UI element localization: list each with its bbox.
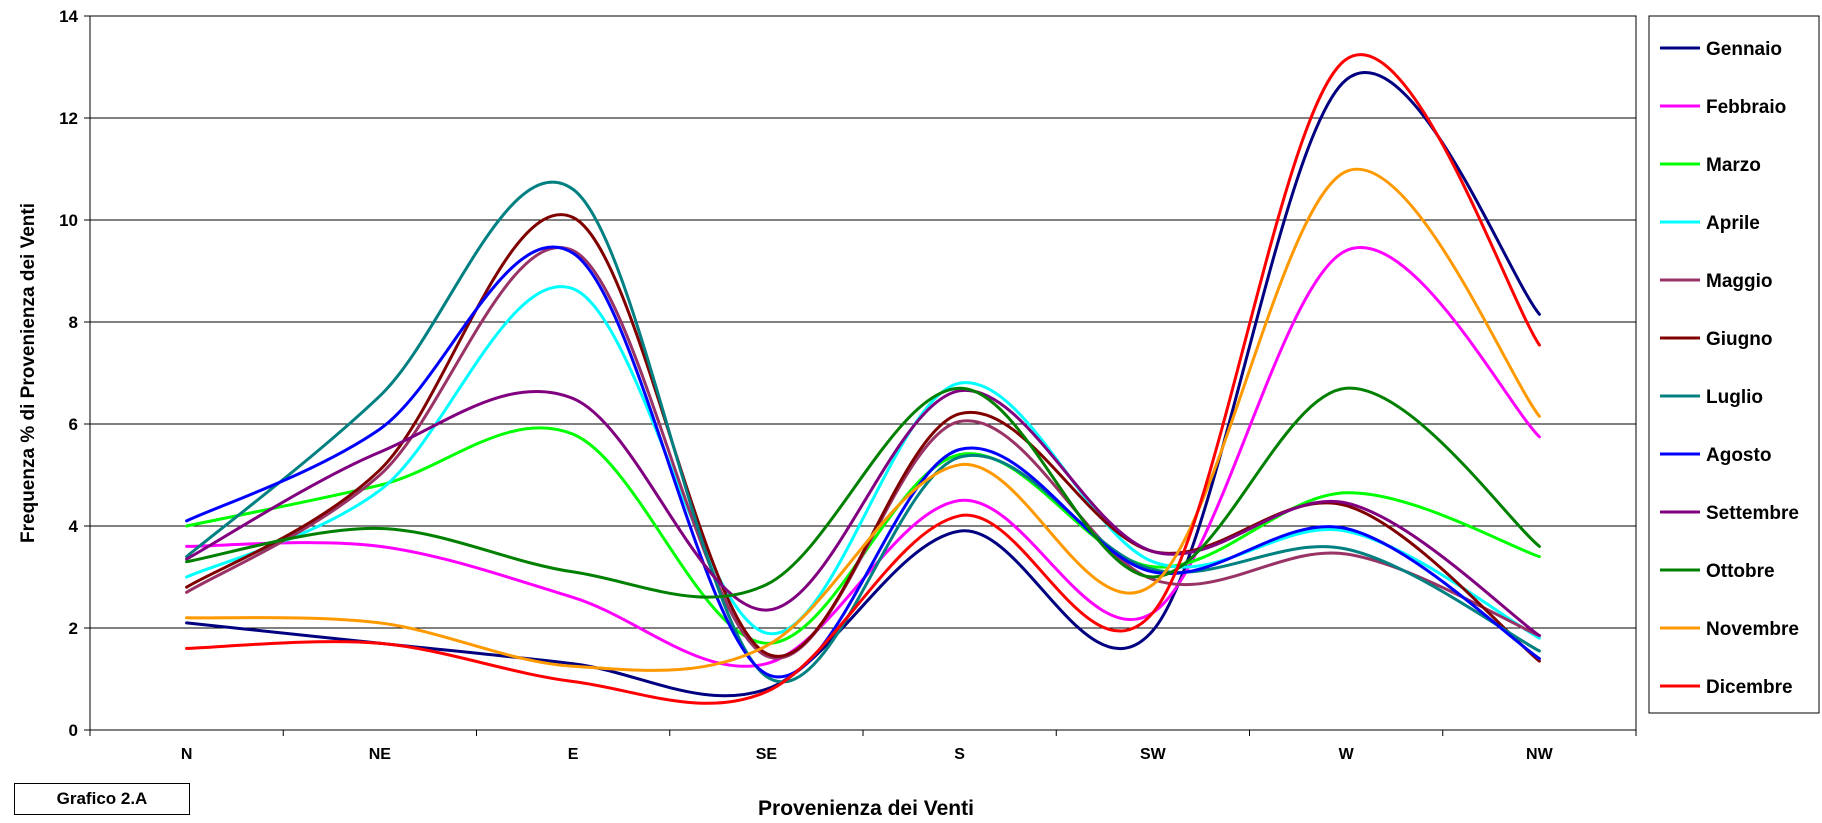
legend-label: Ottobre: [1706, 561, 1775, 582]
legend-label: Gennaio: [1706, 39, 1782, 60]
x-tick-label: W: [1339, 746, 1355, 763]
x-tick-label: SW: [1140, 746, 1167, 763]
series-line-luglio: [185, 180, 1541, 684]
legend-label: Giugno: [1706, 329, 1772, 350]
x-tick-label: SE: [756, 746, 778, 763]
y-tick-label: 14: [59, 7, 78, 26]
x-tick-label: NW: [1526, 746, 1554, 763]
y-tick-label: 4: [69, 517, 79, 536]
legend-label: Dicembre: [1706, 677, 1793, 698]
legend-label: Settembre: [1706, 503, 1799, 524]
y-tick-label: 0: [69, 721, 78, 740]
x-tick-label: N: [181, 746, 193, 763]
legend-box: [1648, 15, 1820, 714]
y-tick-label: 12: [59, 109, 78, 128]
series-line-dicembre: [185, 53, 1541, 705]
y-tick-label: 6: [69, 415, 78, 434]
legend-label: Agosto: [1706, 445, 1771, 466]
x-axis-ticks: N NE E SE S SW W NW: [89, 730, 1637, 763]
series-line-febbraio: [185, 246, 1541, 668]
legend-label: Marzo: [1706, 155, 1761, 176]
legend-label: Maggio: [1706, 271, 1773, 292]
y-axis-title: Frequenza % di Provenienza dei Venti: [18, 203, 39, 543]
legend-label: Novembre: [1706, 619, 1799, 640]
x-axis-title: Provenienza dei Venti: [758, 797, 974, 820]
series-line-gennaio: [185, 71, 1541, 698]
x-tick-label: S: [954, 746, 965, 763]
plot-area: [89, 15, 1637, 731]
series-line-novembre: [185, 167, 1541, 672]
legend-label: Luglio: [1706, 387, 1763, 408]
x-tick-label: NE: [369, 746, 392, 763]
legend: Gennaio Febbraio Marzo Aprile Maggio Giugno Lu…: [1660, 39, 1799, 698]
chart-caption: Grafico 2.A: [14, 783, 190, 815]
legend-label: Aprile: [1706, 213, 1760, 234]
series-lines: [185, 53, 1541, 705]
legend-label: Febbraio: [1706, 97, 1786, 118]
y-tick-label: 8: [69, 313, 78, 332]
x-tick-label: E: [568, 746, 579, 763]
y-axis-ticks: 0 2 4 6 8 10 12 14: [59, 7, 90, 740]
series-line-settembre: [185, 389, 1541, 638]
y-tick-label: 2: [69, 619, 78, 638]
series-line-ottobre: [185, 386, 1541, 599]
y-tick-label: 10: [59, 211, 78, 230]
